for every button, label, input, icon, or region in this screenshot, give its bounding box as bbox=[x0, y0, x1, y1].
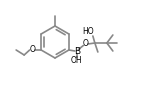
Text: O: O bbox=[83, 40, 89, 48]
Text: O: O bbox=[29, 45, 35, 54]
Text: HO: HO bbox=[82, 27, 94, 37]
Text: B: B bbox=[74, 46, 80, 56]
Text: OH: OH bbox=[71, 56, 83, 65]
